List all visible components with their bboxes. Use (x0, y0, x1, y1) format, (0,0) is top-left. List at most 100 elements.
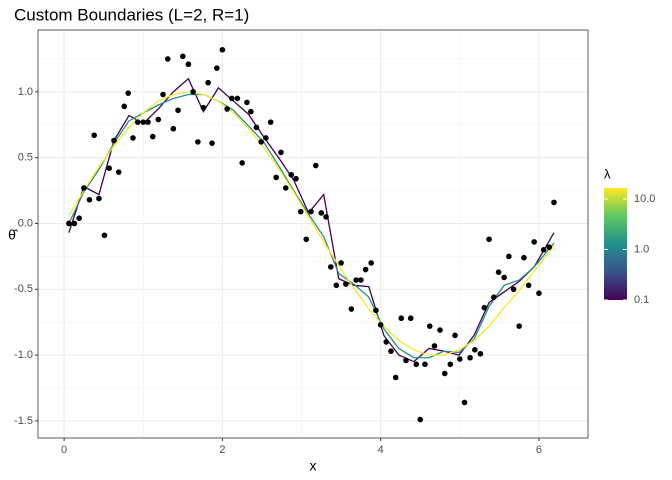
point (536, 290, 542, 297)
point (71, 220, 78, 227)
point (388, 348, 394, 354)
x-tick-label: 2 (219, 444, 225, 456)
point (407, 315, 414, 322)
x-tick-label: 4 (378, 444, 384, 456)
colorbar (604, 188, 627, 300)
point (422, 361, 428, 368)
point (441, 370, 448, 377)
point (491, 294, 497, 300)
point (134, 119, 141, 125)
point (452, 332, 458, 339)
y-tick-label: 1.0 (18, 86, 33, 98)
panel-background (38, 30, 588, 438)
point (81, 185, 87, 191)
point (516, 323, 522, 329)
point (91, 132, 97, 139)
x-tick-label: 0 (61, 444, 67, 456)
y-tick-label: -1.5 (14, 415, 33, 427)
point (267, 119, 274, 125)
point (506, 253, 512, 260)
point (170, 125, 177, 132)
point (258, 139, 264, 145)
point (318, 210, 325, 216)
point (263, 135, 269, 141)
point (121, 103, 128, 110)
point (234, 95, 241, 102)
x-tick-label: 6 (536, 444, 542, 456)
point (343, 281, 349, 287)
point (160, 91, 166, 98)
point (540, 246, 547, 253)
point (383, 339, 390, 345)
point (205, 79, 211, 86)
point (297, 208, 304, 215)
point (96, 195, 102, 202)
point (456, 356, 463, 362)
point (66, 220, 72, 227)
point (477, 350, 484, 357)
point (377, 322, 384, 328)
point (149, 133, 156, 140)
legend: 0.1 1.0 10.0 (604, 193, 655, 306)
point (531, 239, 537, 245)
point (282, 185, 289, 191)
y-axis-label: θ̂ (8, 227, 19, 243)
point (373, 307, 379, 314)
x-axis-label: x (310, 458, 317, 474)
point (185, 61, 192, 68)
point (353, 277, 359, 283)
chart-title: Custom Boundaries (L=2, R=1) (14, 5, 249, 24)
point (130, 135, 136, 141)
point (398, 315, 405, 322)
point (546, 244, 553, 250)
point (495, 269, 502, 275)
point (417, 416, 424, 423)
point (273, 174, 280, 181)
point (76, 215, 82, 222)
colorbar-label: 10.0 (634, 193, 655, 205)
point (426, 323, 433, 329)
point (333, 282, 340, 289)
point (368, 260, 374, 266)
point (244, 99, 250, 106)
point (358, 277, 364, 283)
legend-title: λ (604, 166, 611, 181)
point (481, 304, 488, 311)
point (195, 139, 201, 145)
point (224, 106, 230, 112)
point (115, 169, 122, 175)
axes: 0 2 4 6 -1.5 -1.0 -0.5 0.0 0.5 1.0 (14, 86, 542, 456)
point (293, 175, 299, 182)
panel-border (37, 29, 589, 439)
point (328, 264, 334, 270)
point (175, 107, 181, 114)
point (86, 196, 93, 203)
point (501, 274, 507, 281)
point (413, 361, 420, 368)
point (308, 208, 314, 215)
point (214, 65, 220, 71)
point (111, 137, 117, 144)
point (486, 236, 492, 243)
y-tick-label: -0.5 (14, 283, 33, 295)
point (288, 171, 295, 178)
point (392, 374, 399, 381)
point (467, 354, 473, 361)
point (521, 254, 527, 261)
point (125, 90, 132, 96)
point (164, 56, 171, 62)
point (106, 165, 113, 171)
point (239, 160, 245, 166)
point (431, 343, 438, 349)
fit-line (68, 91, 555, 356)
point (303, 236, 310, 243)
colorbar-label: 1.0 (634, 243, 649, 255)
point (209, 140, 215, 146)
y-tick-label: -1.0 (14, 349, 33, 361)
point (510, 286, 517, 293)
y-tick-label: 0.0 (18, 217, 33, 229)
point (437, 327, 443, 333)
point (278, 149, 284, 156)
point (219, 46, 226, 53)
